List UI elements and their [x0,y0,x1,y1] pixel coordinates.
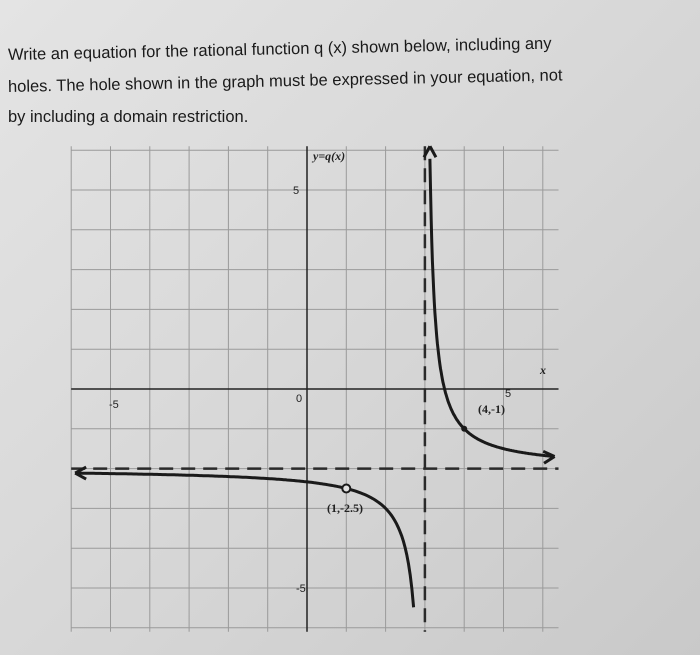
arrow-right-icon [542,449,556,465]
hole-label: (1,-2.5) [327,501,363,515]
arrow-up-icon [422,145,438,158]
x-tick-0: 0 [296,393,302,405]
arrow-left-icon [74,465,87,481]
y-tick-neg5: -5 [296,583,306,595]
question-line-3: by including a domain restriction. [8,108,249,126]
point-label-4-neg1: (4,-1) [478,402,505,416]
x-tick-neg5: -5 [109,399,119,411]
x-tick-5: 5 [505,388,511,400]
left-branch [75,471,416,608]
axes [71,146,559,632]
asymptotes [71,146,559,632]
hole-marker [341,483,352,494]
curves [74,145,556,608]
y-tick-5: 5 [293,185,299,197]
right-branch [428,158,555,458]
labels: y=q(x) x -5 0 5 5 -5 (4,-1) (1,-2.5) [109,149,546,595]
y-axis-label: y=q(x) [311,149,345,163]
point-marker [461,425,468,432]
x-axis-label: x [539,363,546,377]
